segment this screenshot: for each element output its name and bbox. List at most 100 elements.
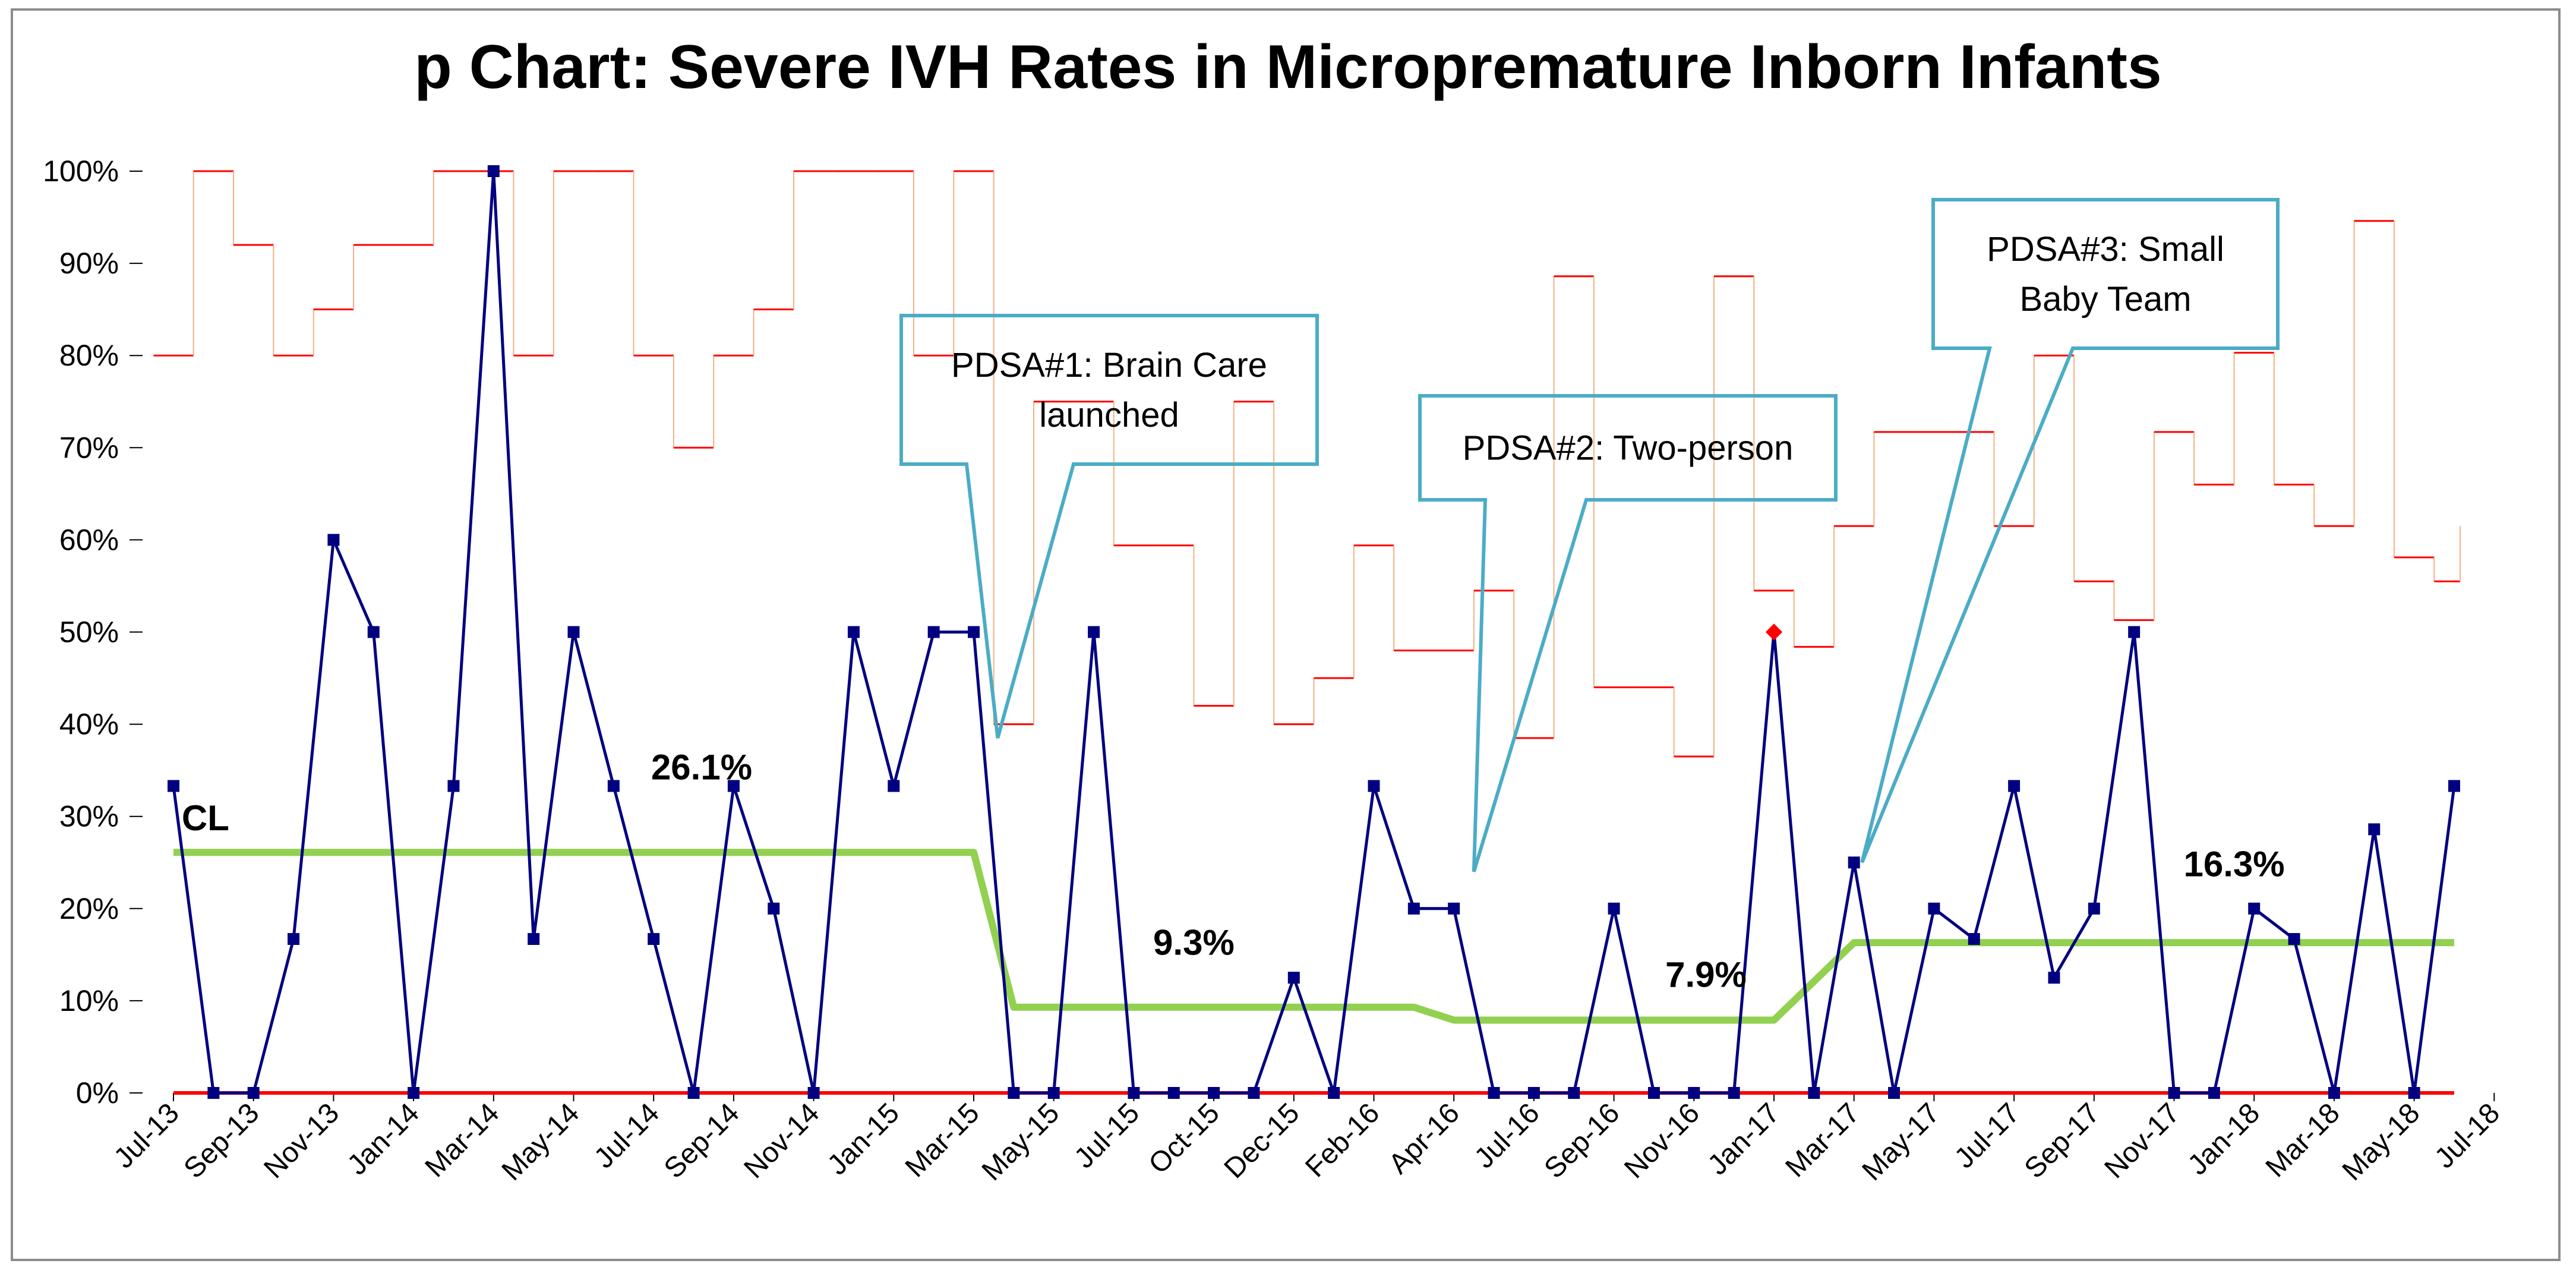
x-tick-label: Jan-17 (1702, 1097, 1786, 1181)
callouts: PDSA#1: Brain Care launched PDSA#2: Two-pe… (899, 198, 2280, 872)
rate-point (2408, 1087, 2420, 1099)
x-tick-label: Feb-16 (1299, 1097, 1385, 1183)
x-tick-label: Dec-15 (1218, 1097, 1306, 1184)
y-tick-label: 90% (59, 247, 119, 280)
x-tick-label: May-14 (496, 1097, 586, 1187)
callout-fill (1420, 396, 1836, 872)
y-tick-label: 0% (76, 1076, 119, 1110)
cl-label: CL (182, 798, 229, 838)
rate-point (367, 626, 380, 638)
rate-point (768, 902, 780, 915)
rate-point (607, 780, 620, 792)
y-tick-label: 40% (59, 708, 119, 741)
x-tick-label: Jul-15 (1068, 1097, 1145, 1174)
rate-point (288, 932, 300, 945)
rate-point (727, 780, 740, 792)
cl-line (173, 849, 2454, 1024)
y-tick-label: 80% (59, 339, 119, 372)
x-tick-label: Nov-14 (738, 1097, 825, 1184)
x-tick-label: Jul-18 (2429, 1097, 2506, 1174)
rate-point (2048, 972, 2060, 984)
x-tick-label: May-15 (976, 1097, 1066, 1187)
callout-pdsa3 (1860, 198, 2280, 864)
y-tick-label: 100% (43, 155, 119, 188)
y-tick-label: 60% (59, 523, 119, 556)
rate-point (2448, 780, 2460, 792)
y-tick-label: 50% (59, 616, 119, 649)
y-tick-label: 10% (59, 984, 119, 1017)
rate-point (1608, 902, 1620, 915)
x-tick-label: Jan-14 (342, 1097, 425, 1181)
rate-point (2208, 1087, 2220, 1099)
x-tick-label: Mar-18 (2260, 1097, 2346, 1183)
rate-point (1287, 972, 1300, 984)
y-tick-label: 70% (59, 431, 119, 464)
rate-point (2368, 823, 2381, 836)
rate-point (1728, 1087, 1740, 1099)
rate-point (2328, 1087, 2340, 1099)
x-tick-label: Apr-16 (1383, 1097, 1466, 1180)
rate-point (927, 626, 940, 638)
rate-point-signal (1765, 623, 1783, 641)
rate-point (2008, 780, 2021, 792)
rate-point (2128, 626, 2141, 638)
p-chart: p Chart: Severe IVH Rates in Micropremat… (43, 33, 2506, 1187)
rate-point (1328, 1087, 1340, 1099)
rate-series (168, 165, 2460, 1099)
x-tick-label: Sep-13 (178, 1097, 266, 1184)
y-tick-label: 30% (59, 800, 119, 833)
callout-text: launched (1039, 396, 1179, 434)
rate-point (1888, 1087, 1901, 1099)
rate-point (2168, 1087, 2180, 1099)
rate-point (1047, 1087, 1060, 1099)
rate-point (968, 626, 980, 638)
rate-point (687, 1087, 700, 1099)
rate-point (1208, 1087, 1220, 1099)
rate-point (1008, 1087, 1020, 1099)
segment-labels: 26.1% 9.3% 7.9% 16.3% CL (182, 748, 2285, 995)
x-tick-label: Sep-14 (658, 1097, 746, 1184)
rate-point (807, 1087, 820, 1099)
rate-point (2288, 932, 2300, 945)
rate-point (1928, 902, 1940, 915)
rate-point (1968, 932, 1980, 945)
x-tick-label: Nov-17 (2098, 1097, 2186, 1184)
x-tick-label: Jul-16 (1469, 1097, 1546, 1174)
callout-text: Baby Team (2019, 280, 2191, 319)
rate-point (447, 780, 460, 792)
rate-point (528, 932, 540, 945)
y-tick-label: 20% (59, 892, 119, 925)
x-tick-label: Nov-16 (1618, 1097, 1706, 1184)
rate-point (1688, 1087, 1700, 1099)
x-tick-label: Mar-15 (899, 1097, 986, 1183)
rate-point (168, 780, 179, 792)
rate-point (1448, 902, 1460, 915)
callout-pdsa2 (1418, 394, 1838, 872)
rate-point (1088, 626, 1100, 638)
x-tick-label: Jan-18 (2182, 1097, 2266, 1181)
rate-point (1808, 1087, 1820, 1099)
chart-title: p Chart: Severe IVH Rates in Micropremat… (414, 33, 2162, 102)
chart-frame: p Chart: Severe IVH Rates in Micropremat… (11, 8, 2561, 1261)
rate-point (1368, 780, 1380, 792)
x-tick-label: Oct-15 (1143, 1097, 1226, 1180)
rate-point (1527, 1087, 1540, 1099)
rate-point (1248, 1087, 1260, 1099)
y-axis-ticks: 0% 10% 20% 30% 40% 50% 60% 70% 80% 90% 100% (43, 155, 143, 1110)
x-tick-label: May-18 (2337, 1097, 2426, 1187)
x-tick-label: May-17 (1857, 1097, 1946, 1187)
rate-point (1488, 1087, 1500, 1099)
x-tick-label: Nov-13 (258, 1097, 345, 1184)
rate-point (847, 626, 860, 638)
cl-value-label: 9.3% (1153, 922, 1235, 962)
cl-series (173, 849, 2454, 1024)
rate-point (1167, 1087, 1180, 1099)
rate-point (408, 1087, 420, 1099)
ucl-series (153, 170, 2461, 758)
rate-point (247, 1087, 260, 1099)
callout-text: PDSA#1: Brain Care (951, 346, 1267, 385)
x-tick-label: Mar-17 (1779, 1097, 1865, 1183)
x-tick-label: Jan-15 (822, 1097, 905, 1181)
rate-point (567, 626, 580, 638)
